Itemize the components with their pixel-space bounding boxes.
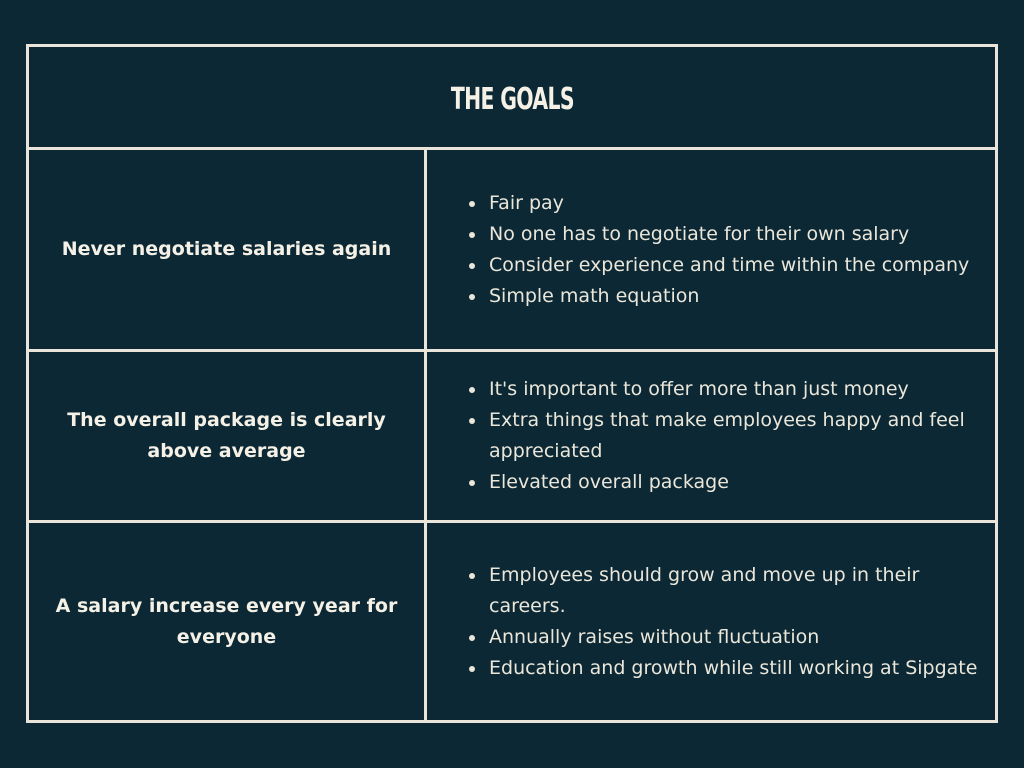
detail-list: Fair pay No one has to negotiate for the… (427, 188, 969, 312)
goals-table: THE GOALS Never negotiate salaries again… (26, 44, 998, 723)
detail-item: Extra things that make employees happy a… (487, 405, 981, 467)
goal-label: A salary increase every year for everyon… (29, 523, 427, 720)
goal-row: Never negotiate salaries again Fair pay … (29, 150, 995, 352)
goal-row: The overall package is clearly above ave… (29, 352, 995, 523)
detail-item: It's important to offer more than just m… (487, 374, 981, 405)
detail-item: Elevated overall package (487, 467, 981, 498)
page-title: THE GOALS (450, 81, 575, 117)
detail-list: It's important to offer more than just m… (427, 374, 981, 498)
detail-list: Employees should grow and move up in the… (427, 560, 981, 684)
detail-item: No one has to negotiate for their own sa… (487, 219, 969, 250)
goal-label: Never negotiate salaries again (29, 150, 427, 349)
detail-item: Education and growth while still working… (487, 653, 981, 684)
goal-row: A salary increase every year for everyon… (29, 523, 995, 720)
detail-item: Simple math equation (487, 281, 969, 312)
detail-item: Consider experience and time within the … (487, 250, 969, 281)
goal-details: It's important to offer more than just m… (427, 352, 995, 520)
detail-item: Fair pay (487, 188, 969, 219)
goal-label: The overall package is clearly above ave… (29, 352, 427, 520)
detail-item: Annually raises without fluctuation (487, 622, 981, 653)
goal-details: Fair pay No one has to negotiate for the… (427, 150, 995, 349)
goal-details: Employees should grow and move up in the… (427, 523, 995, 720)
title-row: THE GOALS (29, 47, 995, 150)
detail-item: Employees should grow and move up in the… (487, 560, 981, 622)
